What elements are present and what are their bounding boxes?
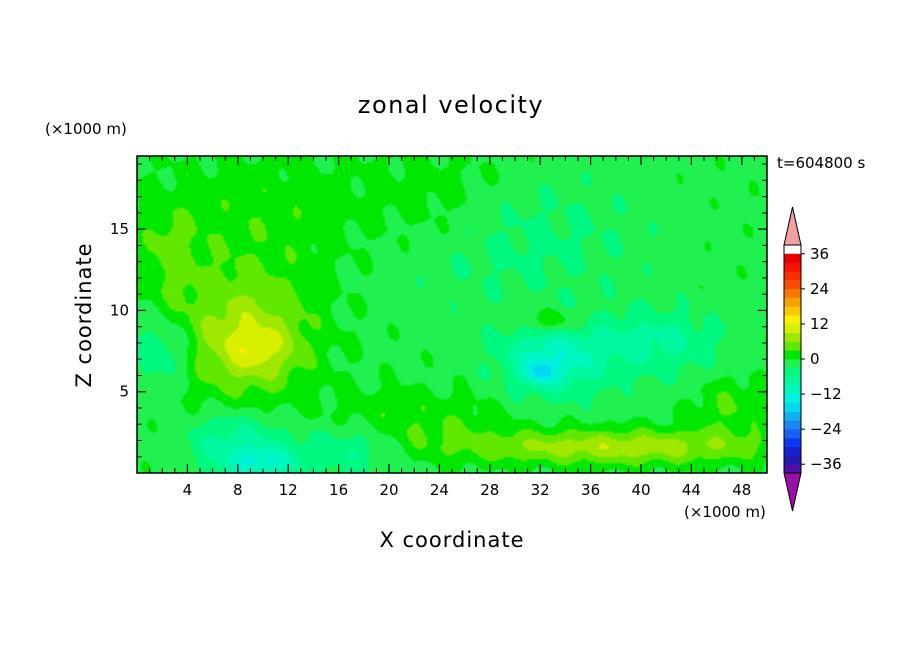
colorbar-swatch [784, 253, 801, 263]
y-axis-label: Z coordinate [72, 242, 96, 387]
colorbar-tick-label: 12 [810, 315, 829, 333]
x-unit-label: (×1000 m) [684, 503, 766, 521]
y-tick-label: 5 [119, 383, 129, 401]
colorbar-swatch [784, 297, 801, 307]
colorbar-swatch [784, 455, 801, 465]
colorbar-min-arrow [783, 472, 802, 512]
x-tick-label: 24 [430, 481, 449, 499]
colorbar-swatch [784, 315, 801, 325]
x-tick-label: 20 [379, 481, 398, 499]
x-tick-label: 40 [631, 481, 650, 499]
x-axis-label: X coordinate [379, 528, 524, 552]
colorbar-tick-label: −24 [810, 420, 842, 438]
colorbar-swatch [784, 402, 801, 412]
colorbar-swatch [784, 350, 801, 360]
colorbar-swatch [784, 306, 801, 316]
colorbar-swatch [784, 376, 801, 386]
y-axis: 5 10 15 [110, 163, 767, 458]
colorbar-swatch [784, 394, 801, 404]
x-tick-label: 16 [329, 481, 348, 499]
x-tick-label: 12 [279, 481, 298, 499]
colorbar-swatch [784, 323, 801, 333]
plot-area [136, 155, 768, 474]
x-tick-label: 36 [581, 481, 600, 499]
colorbar-swatch [784, 341, 801, 351]
colorbar-swatch [784, 280, 801, 290]
colorbar-swatch [784, 446, 801, 456]
x-axis: 4 8 12 16 20 24 28 32 36 40 44 48 [149, 156, 755, 499]
y-unit-label: (×1000 m) [45, 120, 127, 138]
x-tick-label: 4 [183, 481, 193, 499]
colorbar-tick-label: 36 [810, 245, 829, 263]
x-tick-label: 28 [480, 481, 499, 499]
time-label: t=604800 s [777, 154, 865, 172]
y-tick-label: 15 [110, 220, 129, 238]
colorbar-swatch [784, 437, 801, 447]
colorbar-swatch [784, 411, 801, 421]
colorbar-swatch [784, 420, 801, 430]
colorbar-tick-label: −36 [810, 455, 842, 473]
y-tick-label: 10 [110, 301, 129, 319]
colorbar-tick-label: 24 [810, 280, 829, 298]
x-tick-label: 44 [682, 481, 701, 499]
contour-field [137, 156, 767, 473]
colorbar-tick-label: −12 [810, 385, 842, 403]
colorbar-swatch [784, 262, 801, 272]
colorbar-max-arrow [783, 206, 802, 246]
colorbar-swatch [784, 271, 801, 281]
colorbar-swatch [784, 332, 801, 342]
x-tick-label: 8 [233, 481, 243, 499]
x-tick-label: 32 [531, 481, 550, 499]
chart-title: zonal velocity [358, 91, 544, 119]
colorbar: 36 24 12 0 −12 −24 −36 [783, 206, 842, 512]
x-tick-label: 48 [732, 481, 751, 499]
colorbar-swatch [784, 429, 801, 439]
colorbar-swatch [784, 367, 801, 377]
colorbar-swatch [784, 359, 801, 369]
colorbar-swatch [784, 385, 801, 395]
colorbar-tick-label: 0 [810, 350, 820, 368]
colorbar-swatch [784, 288, 801, 298]
colorbar-swatch [784, 464, 801, 474]
